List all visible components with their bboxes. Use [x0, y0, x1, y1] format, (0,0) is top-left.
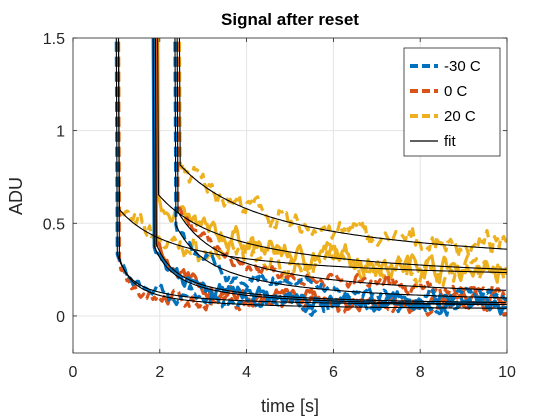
- x-tick-label: 10: [498, 364, 516, 381]
- x-tick-label: 8: [416, 364, 425, 381]
- data-series-line: [156, 38, 507, 285]
- fit-line: [117, 38, 507, 274]
- fit-line: [174, 38, 507, 299]
- x-tick-label: 4: [242, 364, 251, 381]
- legend-box: [403, 47, 501, 157]
- fit-line: [154, 38, 506, 304]
- fit-lines: [115, 38, 507, 309]
- legend-label-neg30: -30 C: [444, 58, 481, 75]
- x-axis-label: time [s]: [261, 396, 319, 416]
- chart-title: Signal after reset: [221, 10, 359, 29]
- data-series-line: [177, 38, 507, 259]
- y-tick-label: 1: [56, 124, 65, 141]
- ticks: 0 2 4 6 8 10 0 0.5 1 1.5: [43, 31, 516, 381]
- fit-line: [157, 38, 507, 270]
- fit-line: [115, 38, 507, 306]
- x-tick-label: 0: [69, 364, 78, 381]
- legend-label-fit: fit: [444, 133, 457, 150]
- x-tick-label: 6: [329, 364, 338, 381]
- y-tick-label: 1.5: [43, 31, 65, 48]
- x-tick-label: 2: [155, 364, 164, 381]
- legend-label-20: 20 C: [444, 108, 476, 125]
- y-tick-label: 0: [56, 309, 65, 326]
- fit-line: [117, 38, 507, 309]
- data-series-line: [114, 38, 507, 317]
- legend-label-0: 0 C: [444, 83, 468, 100]
- y-axis-label: ADU: [6, 177, 26, 215]
- fit-line: [178, 38, 507, 250]
- axes-box: [72, 37, 508, 354]
- legend: -30 C 0 C 20 C fit: [403, 47, 501, 157]
- fit-line: [152, 38, 507, 305]
- y-tick-label: 0.5: [43, 216, 65, 233]
